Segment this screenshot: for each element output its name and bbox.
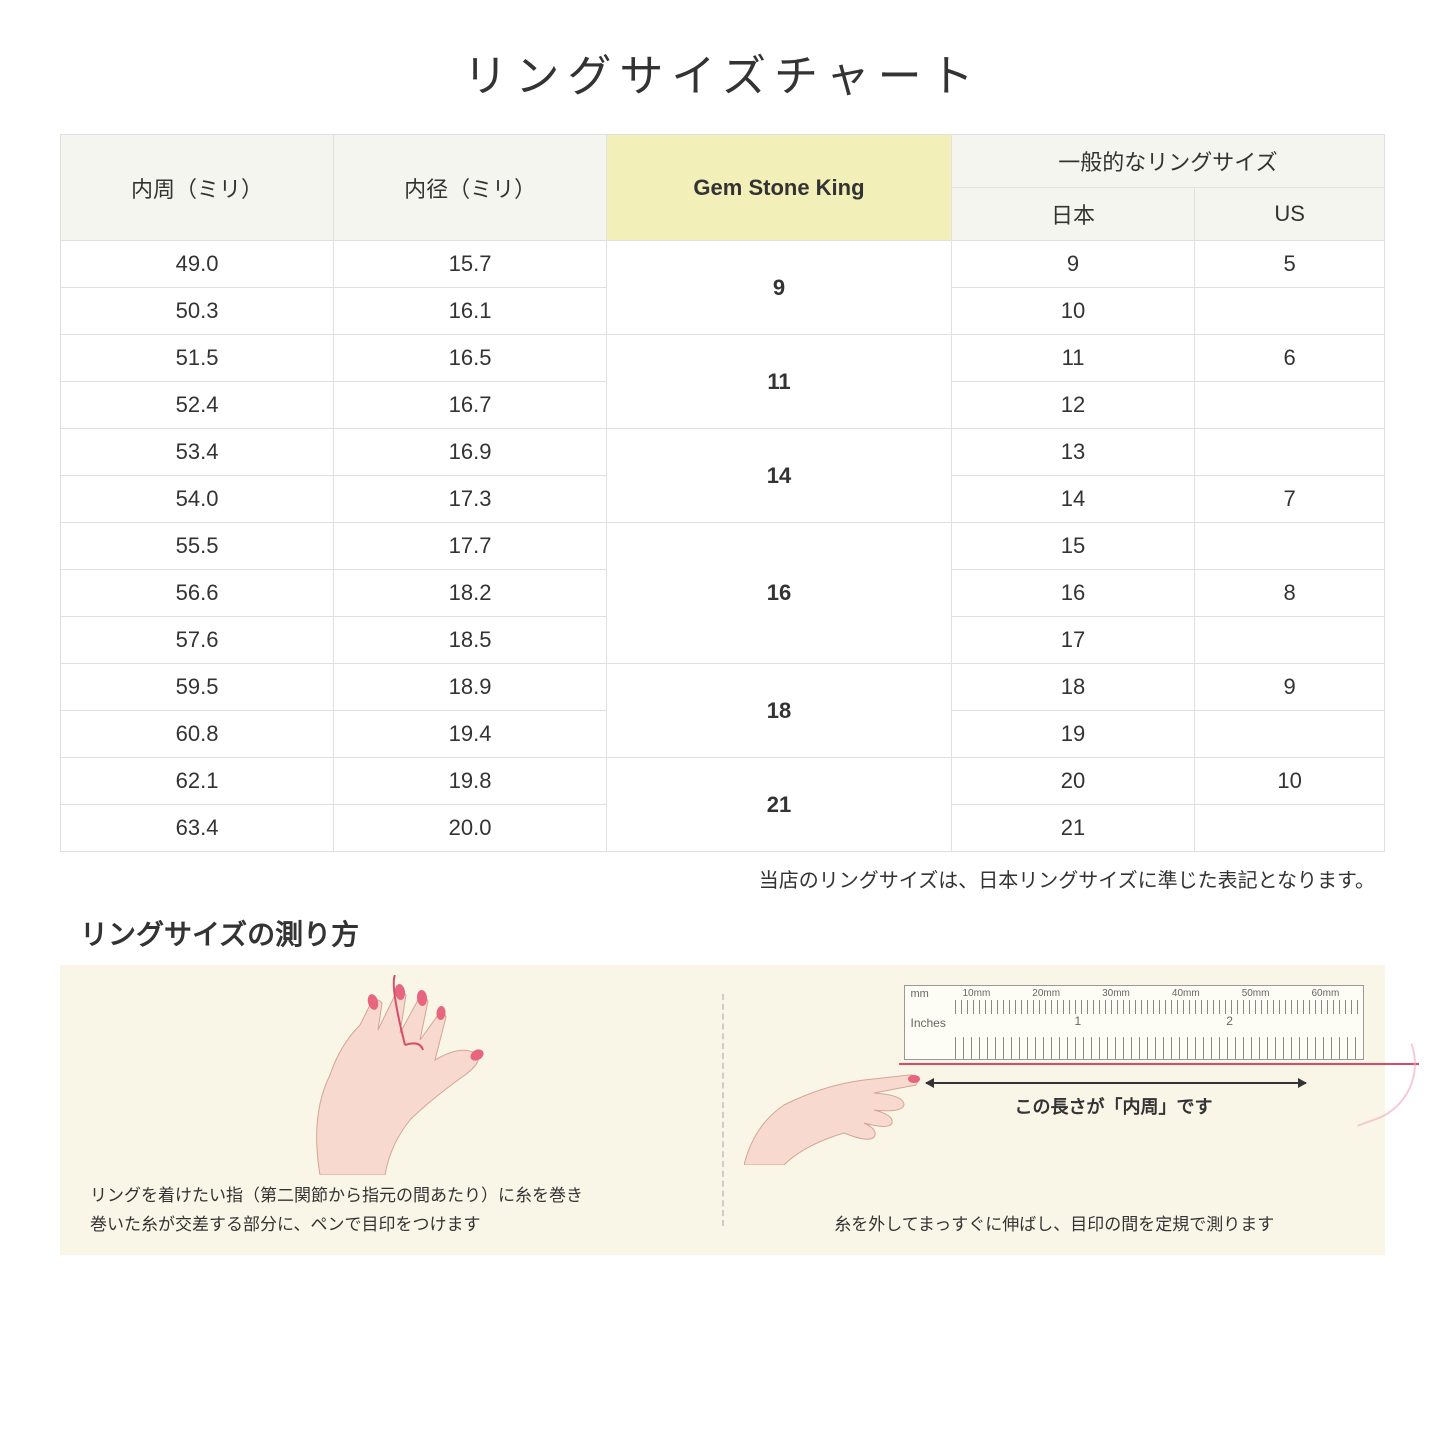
gem-size-cell: 14 [607, 429, 952, 523]
table-row: 59.518.918189 [61, 664, 1385, 711]
table-row: 55.517.71615 [61, 523, 1385, 570]
measure-arrow [926, 1073, 1306, 1093]
table-row: 51.516.511116 [61, 335, 1385, 382]
gem-size-cell: 9 [607, 241, 952, 335]
gem-size-cell: 21 [607, 758, 952, 852]
table-note: 当店のリングサイズは、日本リングサイズに準じた表記となります。 [60, 864, 1385, 893]
gem-size-cell: 18 [607, 664, 952, 758]
col-us: US [1195, 188, 1385, 241]
col-gem: Gem Stone King [607, 135, 952, 241]
howto-left: リングを着けたい指（第二関節から指元の間あたり）に糸を巻き 巻いた糸が交差する部… [60, 965, 722, 1255]
left-caption: リングを着けたい指（第二関節から指元の間あたり）に糸を巻き 巻いた糸が交差する部… [90, 1182, 692, 1240]
thread-line [899, 1063, 1419, 1065]
table-row: 53.416.91413 [61, 429, 1385, 476]
table-row: 49.015.7995 [61, 241, 1385, 288]
howto-panel: リングを着けたい指（第二関節から指元の間あたり）に糸を巻き 巻いた糸が交差する部… [60, 965, 1385, 1255]
col-circumference: 内周（ミリ） [61, 135, 334, 241]
gem-size-cell: 16 [607, 523, 952, 664]
hand-wrap-illustration [260, 975, 520, 1175]
ring-size-table: 内周（ミリ） 内径（ミリ） Gem Stone King 一般的なリングサイズ … [60, 134, 1385, 852]
gem-size-cell: 11 [607, 335, 952, 429]
col-general: 一般的なリングサイズ [951, 135, 1384, 188]
hand-measure-illustration [744, 1035, 924, 1165]
page-title: リングサイズチャート [60, 40, 1385, 104]
ruler-area: mm Inches 10mm20mm30mm40mm50mm60mm70mm 1… [904, 985, 1364, 1060]
right-caption: 糸を外してまっすぐに伸ばし、目印の間を定規で測ります [754, 1211, 1356, 1240]
col-japan: 日本 [951, 188, 1194, 241]
table-row: 62.119.8212010 [61, 758, 1385, 805]
col-diameter: 内径（ミリ） [334, 135, 607, 241]
howto-title: リングサイズの測り方 [80, 913, 1385, 953]
howto-right: mm Inches 10mm20mm30mm40mm50mm60mm70mm 1… [724, 965, 1386, 1255]
ruler-icon: mm Inches 10mm20mm30mm40mm50mm60mm70mm 1… [904, 985, 1364, 1060]
measure-label: この長さが「内周」です [924, 1093, 1304, 1119]
